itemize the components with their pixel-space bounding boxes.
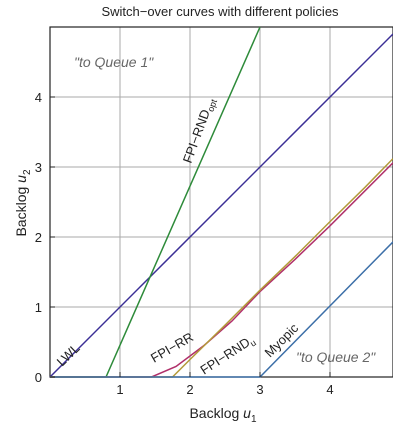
region-label-queue1: "to Queue 1" bbox=[74, 54, 154, 70]
y-tick-label-3: 3 bbox=[35, 160, 42, 175]
region-label-queue2: "to Queue 2" bbox=[296, 349, 376, 365]
y-tick-label-0: 0 bbox=[35, 370, 42, 385]
series-line-0 bbox=[49, 33, 393, 378]
y-tick-label-4: 4 bbox=[35, 90, 42, 105]
grid bbox=[50, 27, 393, 377]
series-label-fpi-rnd-u: FPI−RNDu bbox=[197, 332, 257, 379]
y-tick-label-2: 2 bbox=[35, 230, 42, 245]
series-label-fpi-rnd-opt: FPI−RNDopt bbox=[180, 95, 220, 166]
series-lines bbox=[49, 26, 393, 378]
y-tick-label-1: 1 bbox=[35, 300, 42, 315]
chart-title: Switch−over curves with different polici… bbox=[101, 4, 339, 19]
x-tick-label-3: 4 bbox=[326, 382, 333, 397]
x-tick-label-1: 2 bbox=[186, 382, 193, 397]
x-tick-label-0: 1 bbox=[116, 382, 123, 397]
x-tick-label-2: 3 bbox=[256, 382, 263, 397]
x-axis-label: Backlog u1 bbox=[189, 405, 257, 425]
y-axis-label: Backlog u2 bbox=[13, 169, 33, 237]
series-label-lwl: LWL bbox=[54, 340, 83, 369]
series-line-3 bbox=[50, 158, 393, 378]
ticks: 1 2 3 4 0 1 2 3 4 bbox=[35, 90, 334, 397]
series-line-2 bbox=[50, 162, 393, 378]
